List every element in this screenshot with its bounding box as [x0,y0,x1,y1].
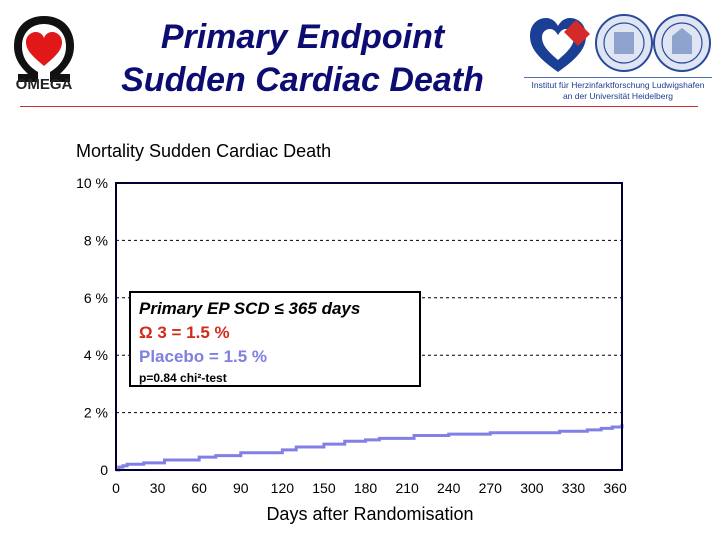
y-tick-label: 4 % [84,347,108,363]
title-divider [20,106,698,107]
slide-title-line1: Primary Endpoint [160,18,445,56]
annotation-line1: Primary EP SCD ≤ 365 days [139,299,361,318]
x-tick-label: 180 [354,480,378,496]
x-tick-label: 90 [233,480,249,496]
x-tick-label: 270 [479,480,503,496]
x-tick-label: 240 [437,480,461,496]
x-tick-label: 330 [562,480,586,496]
x-tick-label: 300 [520,480,544,496]
x-tick-label: 0 [112,480,120,496]
institute-name: Institut für Herzinfarktforschung Ludwig… [520,80,716,102]
y-tick-label: 2 % [84,405,108,421]
y-tick-label: 10 % [76,175,108,191]
university-seal-icon [595,14,653,72]
x-tick-label: 60 [191,480,207,496]
x-axis-label: Days after Randomisation [266,504,474,524]
y-tick-labels: 0 2 % 4 % 6 % 8 % 10 % [76,175,108,478]
plot-frame [115,182,623,471]
x-tick-labels: 0 30 60 90 120 150 180 210 240 270 300 330 360 [112,480,627,496]
series-line [116,424,624,472]
institute-logos [530,14,711,72]
chart-title: Mortality Sudden Cardiac Death [76,141,332,161]
x-tick-label: 150 [312,480,336,496]
x-tick-label: 210 [395,480,419,496]
x-tick-label: 360 [603,480,627,496]
university-seal-2-icon [653,14,711,72]
slide-title: Primary Endpoint Sudden Cardiac Death [100,16,505,102]
institute-line1: Institut für Herzinfarktforschung Ludwig… [531,80,705,90]
x-tick-label: 30 [150,480,166,496]
omega-logo [14,16,74,82]
annotation-placebo: Placebo = 1.5 % [139,347,268,366]
annotation-omega3: Ω 3 = 1.5 % [139,323,230,342]
y-tick-label: 8 % [84,232,108,248]
slide-title-line2: Sudden Cardiac Death [121,61,484,99]
annotation-box: Primary EP SCD ≤ 365 days Ω 3 = 1.5 % Pl… [129,291,421,387]
annotation-pvalue: p=0.84 chi²-test [139,371,227,385]
y-tick-label: 6 % [84,290,108,306]
institute-line2: an der Universität Heidelberg [562,91,674,101]
x-tick-label: 120 [271,480,295,496]
institute-heart-icon [530,18,590,72]
omega-logo-text: OMEGA [15,76,73,93]
institute-divider [524,77,712,78]
y-tick-label: 0 [100,462,108,478]
